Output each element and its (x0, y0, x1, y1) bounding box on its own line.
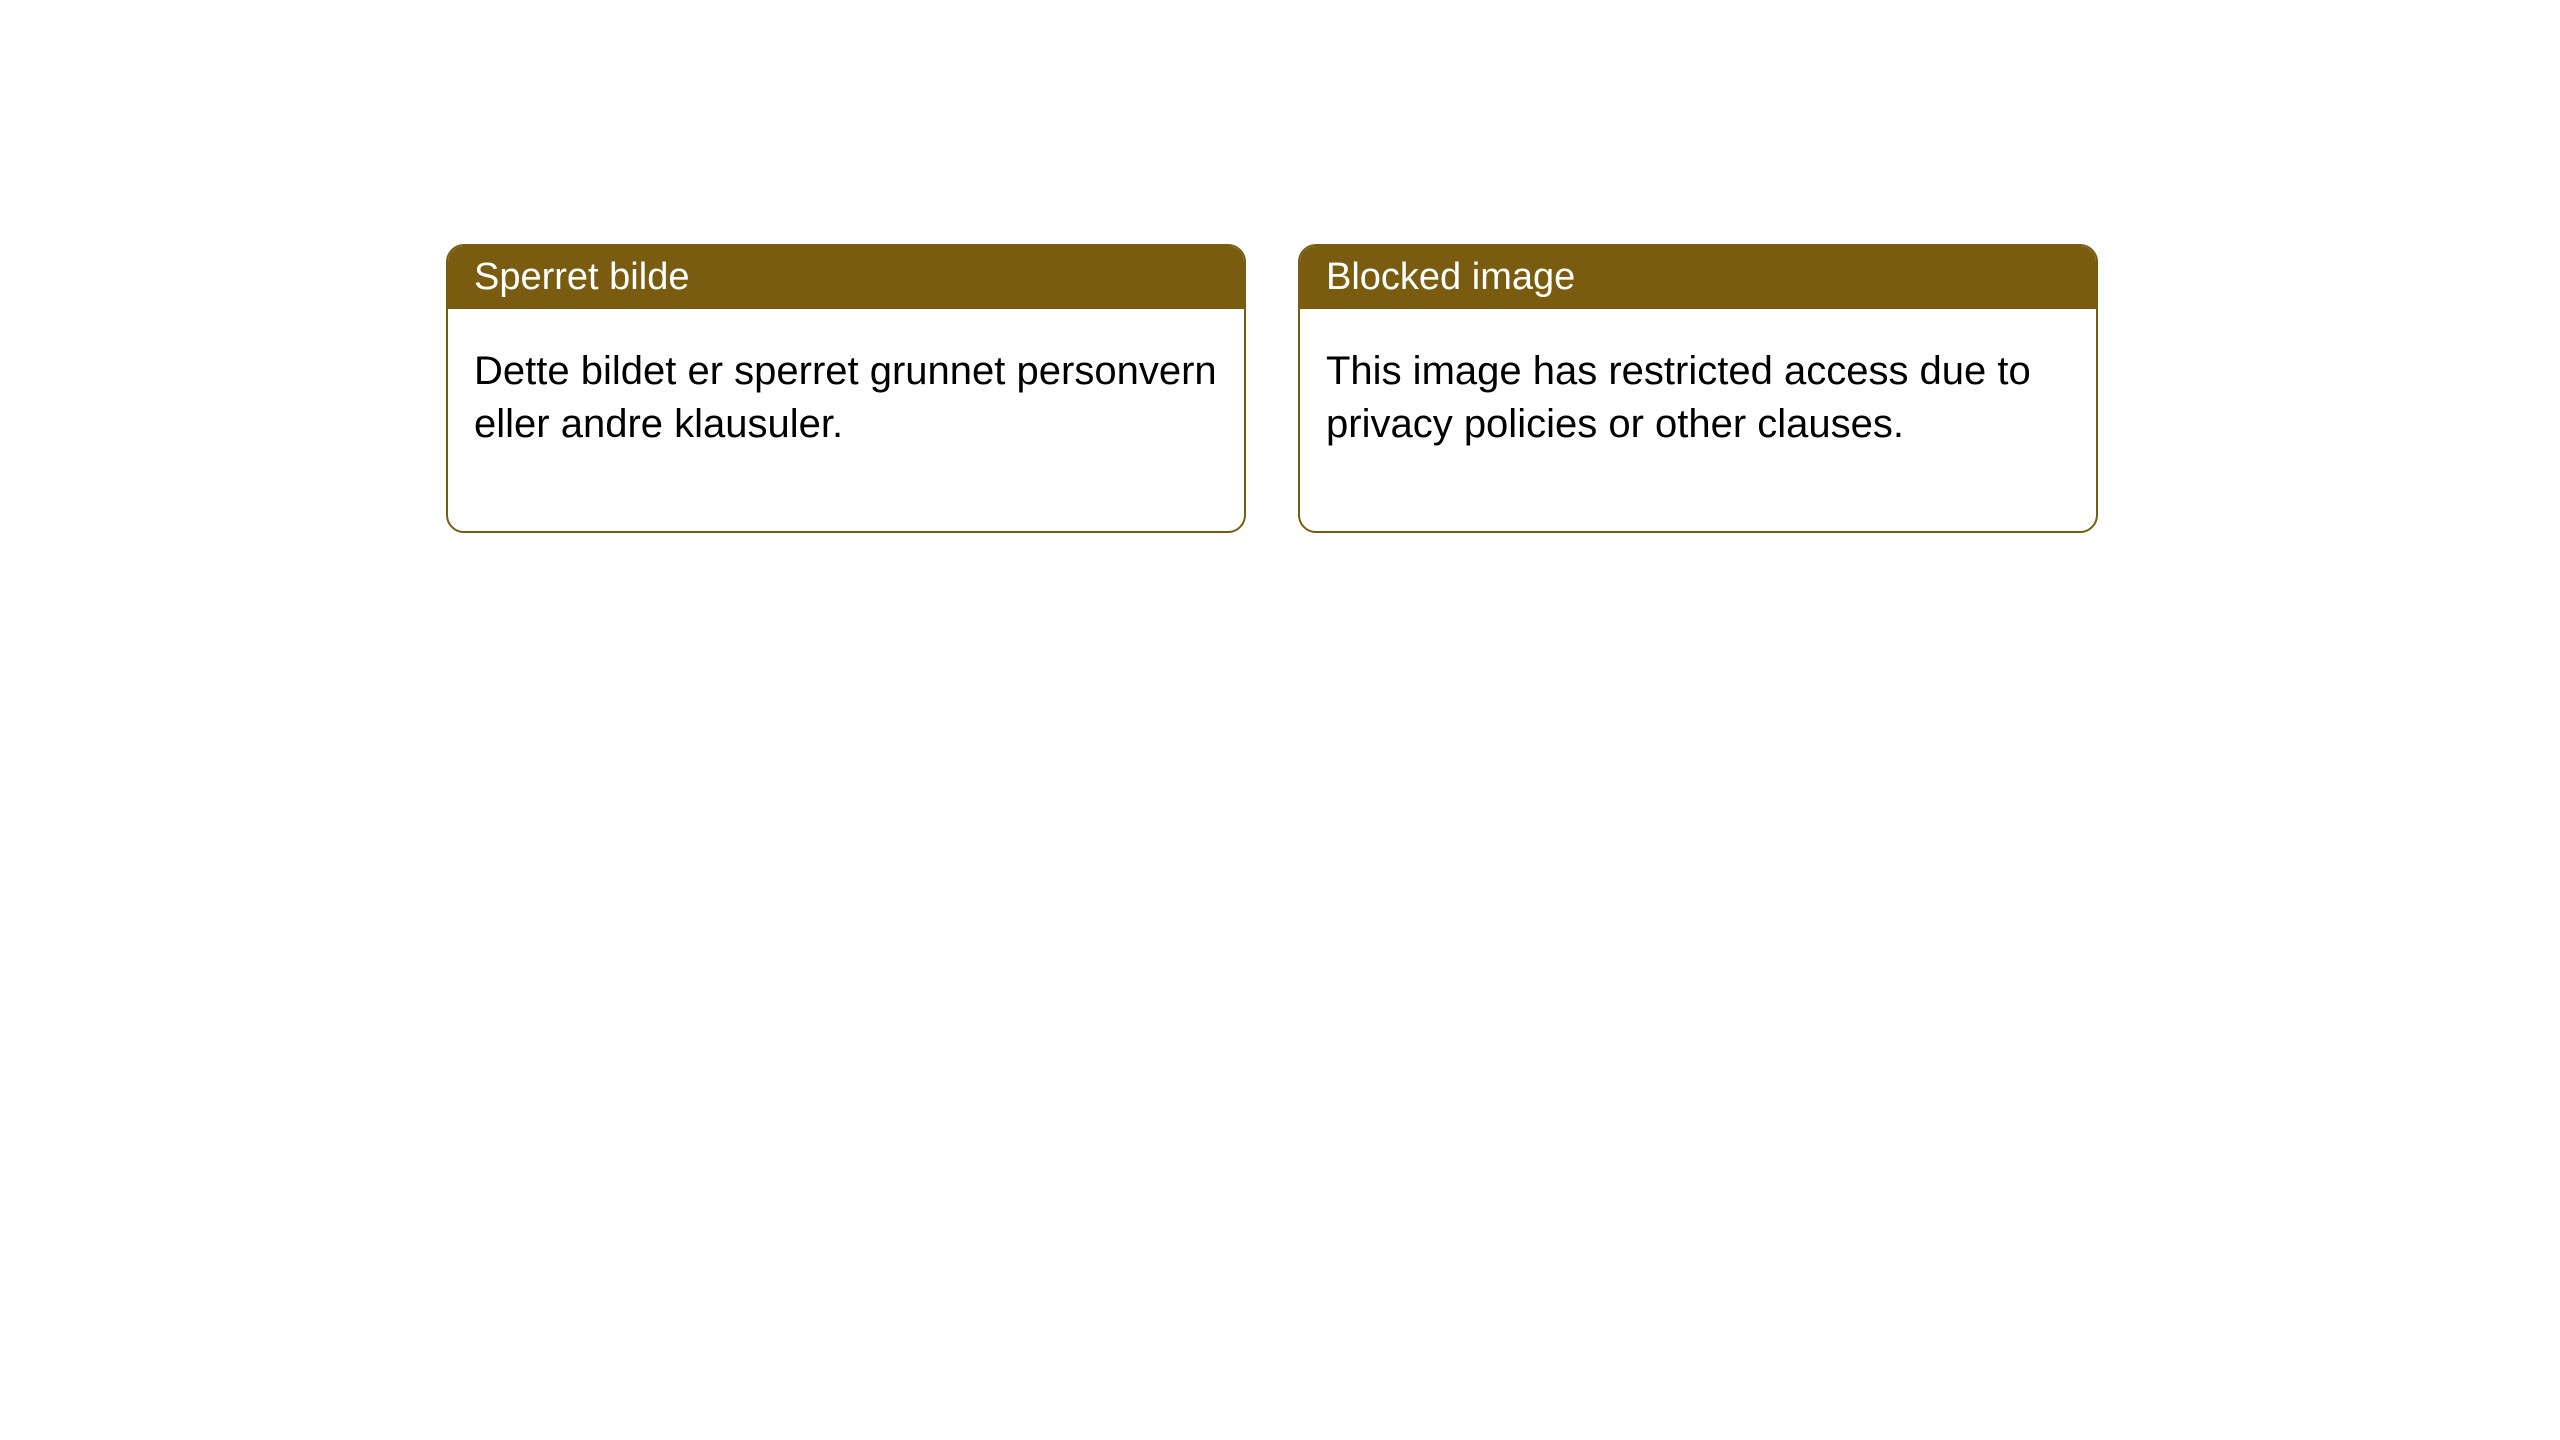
card-title: Sperret bilde (474, 256, 689, 298)
card-title: Blocked image (1326, 256, 1575, 298)
notice-card-english: Blocked image This image has restricted … (1298, 244, 2098, 533)
card-body-english: This image has restricted access due to … (1300, 309, 2096, 531)
card-body-text: This image has restricted access due to … (1326, 349, 2031, 446)
card-header-english: Blocked image (1300, 246, 2096, 309)
card-body-text: Dette bildet er sperret grunnet personve… (474, 349, 1217, 446)
notice-card-norwegian: Sperret bilde Dette bildet er sperret gr… (446, 244, 1246, 533)
notice-container: Sperret bilde Dette bildet er sperret gr… (0, 0, 2560, 533)
card-header-norwegian: Sperret bilde (448, 246, 1244, 309)
card-body-norwegian: Dette bildet er sperret grunnet personve… (448, 309, 1244, 531)
